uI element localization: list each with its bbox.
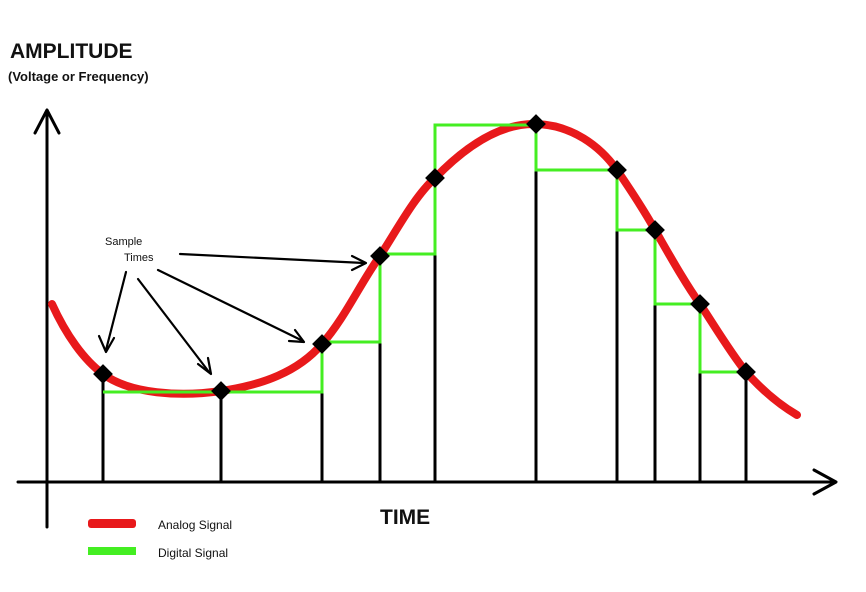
arrow-to-sample-1 — [104, 270, 128, 352]
arrow-to-sample-4 — [178, 252, 366, 265]
legend: Analog Signal Digital Signal — [88, 518, 232, 560]
sample-marker — [690, 294, 710, 314]
sample-marker — [736, 362, 756, 382]
y-axis-subtitle: (Voltage or Frequency) — [8, 69, 149, 84]
arrow-head — [350, 254, 368, 272]
annotation-line-1: Sample — [105, 236, 142, 248]
sample-marker — [211, 381, 231, 401]
arrow-to-sample-3 — [156, 268, 305, 343]
arrow-head — [196, 356, 213, 376]
annotation-arrows — [97, 252, 368, 376]
sample-marker — [312, 334, 332, 354]
legend-label-analog: Analog Signal — [158, 518, 232, 532]
sample-marker — [425, 168, 445, 188]
y-axis-arrow — [33, 108, 61, 135]
x-axis-title: TIME — [380, 506, 430, 529]
legend-swatch-digital — [88, 547, 136, 555]
arrow-to-sample-2 — [136, 277, 211, 374]
legend-swatch-analog — [88, 519, 136, 528]
arrow-head — [287, 328, 306, 344]
arrow-head — [97, 334, 116, 354]
analog-signal-curve — [48, 119, 801, 419]
sample-lines — [101, 124, 748, 482]
sample-marker — [93, 364, 113, 384]
legend-label-digital: Digital Signal — [158, 546, 228, 560]
x-axis-arrow — [812, 468, 838, 496]
sample-markers — [93, 114, 756, 401]
sample-marker — [370, 246, 390, 266]
annotation-line-2: Times — [124, 252, 154, 264]
y-axis-title: AMPLITUDE — [10, 40, 133, 63]
axes — [16, 108, 838, 529]
digital-signal-steps — [103, 123, 746, 394]
sample-marker — [526, 114, 546, 134]
